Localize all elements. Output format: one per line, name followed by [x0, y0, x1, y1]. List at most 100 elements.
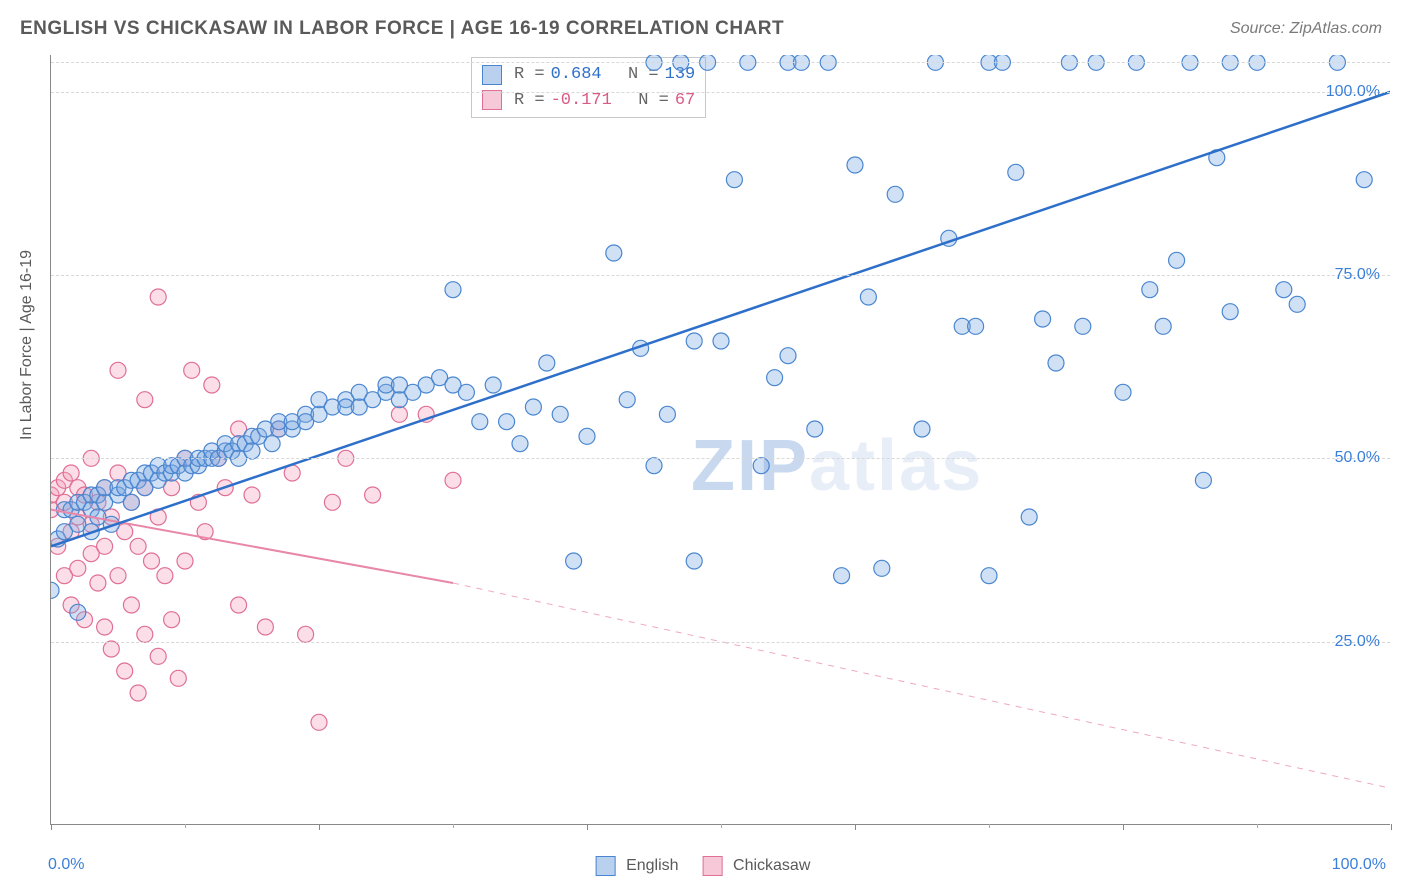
legend-label-chickasaw: Chickasaw: [733, 857, 810, 874]
data-point-chickasaw: [90, 575, 106, 591]
data-point-english: [887, 186, 903, 202]
data-point-english: [579, 428, 595, 444]
data-point-english: [51, 582, 59, 598]
data-point-english: [1195, 472, 1211, 488]
data-point-english: [780, 348, 796, 364]
data-point-english: [860, 289, 876, 305]
data-point-chickasaw: [391, 406, 407, 422]
data-point-english: [1035, 311, 1051, 327]
x-axis-min-label: 0.0%: [48, 856, 84, 874]
data-point-english: [1075, 318, 1091, 334]
source-label: Source: ZipAtlas.com: [1230, 20, 1382, 38]
data-point-english: [726, 172, 742, 188]
data-point-chickasaw: [144, 553, 160, 569]
data-point-chickasaw: [445, 472, 461, 488]
data-point-chickasaw: [170, 670, 186, 686]
data-point-chickasaw: [117, 663, 133, 679]
data-point-chickasaw: [97, 619, 113, 635]
data-point-chickasaw: [130, 538, 146, 554]
x-tick-mark: [51, 824, 52, 830]
data-point-chickasaw: [244, 487, 260, 503]
data-point-english: [1155, 318, 1171, 334]
data-point-chickasaw: [63, 465, 79, 481]
data-point-chickasaw: [231, 597, 247, 613]
data-point-english: [552, 406, 568, 422]
legend-label-english: English: [626, 857, 678, 874]
gridline: [51, 62, 1390, 63]
data-point-english: [472, 414, 488, 430]
data-point-english: [525, 399, 541, 415]
data-point-chickasaw: [177, 553, 193, 569]
data-point-english: [847, 157, 863, 173]
data-point-chickasaw: [150, 289, 166, 305]
x-tick-mark: [721, 824, 722, 828]
data-point-english: [874, 560, 890, 576]
x-axis-max-label: 100.0%: [1332, 856, 1386, 874]
data-point-chickasaw: [311, 714, 327, 730]
data-point-english: [914, 421, 930, 437]
data-point-english: [1021, 509, 1037, 525]
data-point-english: [70, 604, 86, 620]
data-point-english: [123, 494, 139, 510]
plot-area: ZIPatlas R = 0.684 N = 139 R = -0.171 N …: [50, 55, 1390, 825]
data-point-english: [566, 553, 582, 569]
data-point-english: [1169, 252, 1185, 268]
y-tick-label: 100.0%: [1326, 83, 1380, 101]
data-point-english: [686, 553, 702, 569]
data-point-english: [485, 377, 501, 393]
data-point-chickasaw: [110, 362, 126, 378]
data-point-english: [1289, 296, 1305, 312]
data-point-english: [753, 458, 769, 474]
data-point-english: [1222, 304, 1238, 320]
data-point-english: [834, 568, 850, 584]
data-point-english: [1356, 172, 1372, 188]
data-point-chickasaw: [70, 560, 86, 576]
x-tick-mark: [453, 824, 454, 828]
data-point-english: [445, 282, 461, 298]
data-point-english: [264, 436, 280, 452]
gridline: [51, 642, 1390, 643]
data-point-english: [1008, 164, 1024, 180]
x-tick-mark: [989, 824, 990, 828]
data-point-chickasaw: [137, 626, 153, 642]
data-point-chickasaw: [157, 568, 173, 584]
data-point-english: [807, 421, 823, 437]
legend-swatch-english-icon: [596, 856, 616, 876]
chart-title: ENGLISH VS CHICKASAW IN LABOR FORCE | AG…: [20, 18, 784, 40]
x-tick-mark: [1391, 824, 1392, 830]
gridline: [51, 92, 1390, 93]
gridline: [51, 275, 1390, 276]
data-point-chickasaw: [150, 648, 166, 664]
data-point-chickasaw: [137, 392, 153, 408]
y-axis-label: In Labor Force | Age 16-19: [18, 250, 36, 440]
legend: English Chickasaw: [596, 856, 811, 876]
data-point-chickasaw: [164, 612, 180, 628]
x-tick-mark: [185, 824, 186, 828]
data-point-english: [539, 355, 555, 371]
data-point-chickasaw: [184, 362, 200, 378]
legend-swatch-chickasaw-icon: [703, 856, 723, 876]
data-point-english: [981, 568, 997, 584]
data-point-english: [713, 333, 729, 349]
gridline: [51, 458, 1390, 459]
data-point-english: [606, 245, 622, 261]
x-tick-mark: [1257, 824, 1258, 828]
data-point-english: [1115, 384, 1131, 400]
data-point-chickasaw: [110, 568, 126, 584]
data-point-chickasaw: [365, 487, 381, 503]
x-tick-mark: [855, 824, 856, 830]
data-point-chickasaw: [130, 685, 146, 701]
trend-line-chickasaw-dash: [453, 583, 1390, 788]
data-point-chickasaw: [123, 597, 139, 613]
legend-item-english: English: [596, 856, 679, 876]
y-tick-label: 50.0%: [1335, 449, 1380, 467]
data-point-english: [1276, 282, 1292, 298]
legend-item-chickasaw: Chickasaw: [703, 856, 811, 876]
data-point-english: [968, 318, 984, 334]
data-point-english: [244, 443, 260, 459]
data-point-english: [499, 414, 515, 430]
data-point-chickasaw: [103, 641, 119, 657]
x-tick-mark: [319, 824, 320, 830]
data-point-english: [686, 333, 702, 349]
data-point-english: [659, 406, 675, 422]
